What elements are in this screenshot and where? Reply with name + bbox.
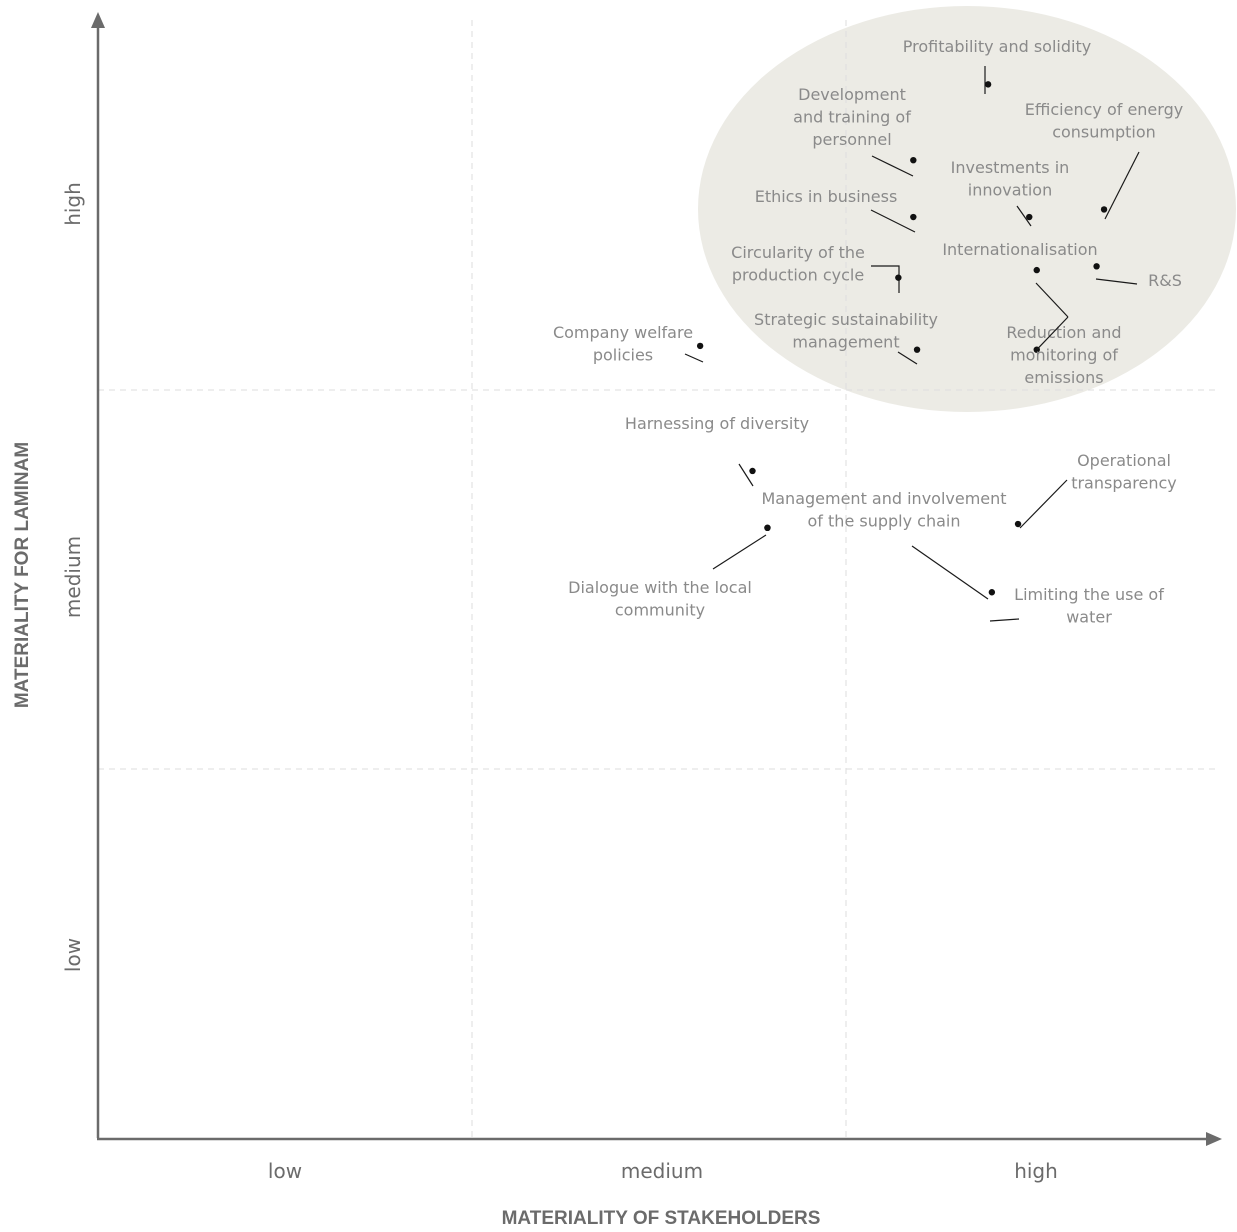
data-point-label: R&S: [1148, 271, 1182, 290]
x-axis-arrow-icon: [1206, 1132, 1222, 1146]
data-point: [1026, 213, 1033, 221]
data-point-group: Ethics in business: [755, 187, 917, 233]
data-point-label: Circularity of the production cycle: [731, 243, 865, 285]
x-tick-label-low: low: [268, 1159, 302, 1183]
data-point-label: Efficiency of energy consumption: [1025, 100, 1183, 142]
data-point: [1100, 206, 1108, 213]
data-point-group: Management and involvement of the supply …: [761, 489, 1007, 600]
data-point-group: Operational transparency: [1014, 451, 1177, 529]
data-point-group: Harnessing of diversity: [625, 414, 809, 487]
leader-line: [1035, 282, 1069, 318]
data-point-group: Efficiency of energy consumption: [1025, 100, 1183, 220]
data-point-label: Ethics in business: [755, 187, 898, 206]
data-point-label: Company welfare policies: [553, 323, 693, 365]
data-point-group: Company welfare policies: [553, 323, 704, 365]
leader-line: [712, 534, 767, 570]
data-point-label: Limiting the use of water: [1014, 585, 1164, 627]
data-point: [1014, 520, 1022, 528]
data-point: [1033, 266, 1040, 274]
y-axis-title: MATERIALITY FOR LAMINAM: [12, 442, 33, 708]
data-point-label: Harnessing of diversity: [625, 414, 809, 433]
y-axis-arrow-icon: [91, 12, 105, 28]
data-point-label: Dialogue with the local community: [568, 578, 752, 620]
data-point: [988, 589, 996, 596]
data-point: [913, 346, 921, 353]
y-tick-label-medium: medium: [61, 536, 85, 618]
x-axis-title: MATERIALITY OF STAKEHOLDERS: [502, 1208, 821, 1229]
leader-line: [1019, 479, 1068, 529]
x-tick-labels: low medium high: [268, 1159, 1058, 1183]
leader-line: [871, 155, 914, 177]
data-point-label: Development and training of personnel: [793, 85, 911, 149]
data-point: [696, 342, 704, 350]
data-point: [984, 81, 992, 88]
data-points: Profitability and solidity Development and…: [553, 37, 1183, 627]
data-point: [764, 524, 771, 532]
leader-line: [1095, 278, 1138, 285]
data-point-group: Reduction and monitoring of emissions: [1006, 323, 1121, 387]
data-point: [749, 467, 756, 475]
y-tick-label-high: high: [61, 182, 85, 226]
data-point: [910, 213, 917, 221]
data-point: [895, 274, 902, 281]
data-point-group: Internationalisation: [942, 240, 1098, 318]
data-point-label: Strategic sustainability management: [754, 310, 938, 352]
leader-line: [871, 265, 900, 293]
high-materiality-highlight: [698, 6, 1236, 412]
data-point-group: Development and training of personnel: [793, 85, 917, 177]
data-point-label: Reduction and monitoring of emissions: [1006, 323, 1121, 387]
data-point-group: Investments in innovation: [951, 158, 1070, 227]
data-point-label: Operational transparency: [1071, 451, 1177, 493]
x-tick-label-high: high: [1014, 1159, 1058, 1183]
leader-line: [870, 209, 916, 233]
data-point: [910, 156, 917, 164]
leader-line: [911, 545, 989, 600]
data-point-group: Limiting the use of water: [988, 585, 1164, 627]
leader-line: [989, 618, 1020, 622]
leader-line: [684, 353, 704, 363]
leader-line: [1016, 205, 1032, 227]
data-point-label: Internationalisation: [942, 240, 1097, 259]
data-point-group: Dialogue with the local community: [568, 524, 771, 620]
data-point: [1093, 263, 1100, 270]
leader-line: [1036, 316, 1069, 351]
data-point-label: Investments in innovation: [951, 158, 1070, 200]
y-tick-label-low: low: [61, 938, 85, 972]
data-point-group: Profitability and solidity: [903, 37, 1091, 94]
leader-line: [1104, 151, 1140, 220]
data-point-group: Strategic sustainability management: [754, 310, 938, 365]
data-point-group: Circularity of the production cycle: [731, 243, 902, 293]
data-point-label: Management and involvement of the supply …: [761, 489, 1006, 531]
y-tick-labels: low medium high: [61, 182, 85, 972]
leader-line: [897, 351, 918, 365]
leader-line: [738, 463, 754, 487]
x-tick-label-medium: medium: [621, 1159, 703, 1183]
data-point-group: R&S: [1093, 263, 1182, 290]
data-point-label: Profitability and solidity: [903, 37, 1091, 56]
